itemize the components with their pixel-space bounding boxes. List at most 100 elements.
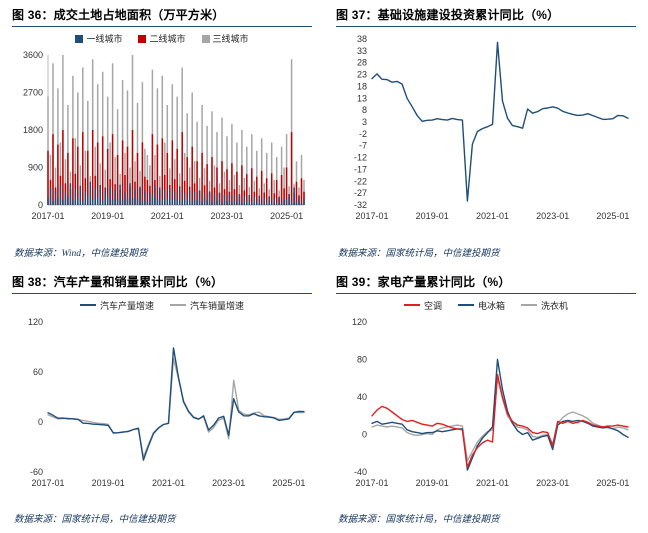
y-tick-label: 38 [357,34,367,44]
series-line-1 [371,358,629,471]
series-line-0 [371,41,629,202]
title-underline [336,26,636,27]
bar-series-1 [47,130,305,205]
x-tick-label: 2021-01 [152,478,185,488]
x-tick-label: 2025-01 [596,478,629,488]
legend-label: 电冰箱 [477,300,505,311]
data-source-note: 数据来源：Wind，中信建投期货 [14,248,148,259]
y-tick-label: -60 [30,467,43,477]
figure-title: 图 37：基础设施建设投资累计同比（%） [336,8,560,22]
infrastructure-investment-line-chart: -32-27-22-17-12-7-2381318232833382017-01… [354,34,629,221]
y-tick-label: 28 [357,58,367,68]
legend-marker [75,34,84,43]
legend-label: 二线城市 [149,34,186,44]
x-tick-label: 2023-01 [210,211,243,221]
y-tick-label: 900 [28,163,43,173]
legend-marker [403,304,420,306]
y-tick-label: 18 [357,81,367,91]
figure-title: 图 38：汽车产量和销量累计同比（%） [12,274,224,289]
legend-marker [170,304,186,306]
x-tick-label: 2021-01 [476,478,509,488]
legend-label: 三线城市 [212,34,249,44]
data-source-note: 数据来源：国家统计局，中信建投期货 [338,248,500,259]
figure-panel-37: 图 37：基础设施建设投资累计同比（%） -32 -27 -22 -17 -12 -7 -2… [324,0,648,267]
legend-label: 一线城市 [86,34,123,44]
x-tick-label: 2025-01 [596,211,629,221]
legend-item: 电冰箱 [457,299,505,312]
y-tick-label: 13 [357,93,367,103]
legend-item: 洗衣机 [521,299,568,312]
figure-title: 图 39：家电产量累计同比（%） [336,274,511,289]
legend-item: 二线城市 [138,32,186,45]
bar-series-0 [47,181,305,205]
figure-panel-39: 图 39：家电产量累计同比（%） 空调 电冰箱 洗衣机 -40 0 40 80 120 201… [324,267,648,533]
y-tick-label: -12 [354,153,367,163]
series-line-0 [371,373,629,468]
x-tick-label: 2025-01 [270,211,303,221]
y-tick-label: 2700 [23,88,43,98]
y-tick-label: -22 [354,176,367,186]
y-tick-label: 23 [357,70,367,80]
legend-item: 汽车销量增速 [170,299,244,312]
x-tick-label: 2025-01 [272,478,305,488]
legend-item: 汽车产量增速 [79,299,154,312]
x-tick-label: 2019-01 [416,478,449,488]
y-tick-label: 3600 [23,50,43,60]
data-source-note: 数据来源：国家统计局，中信建投期货 [338,515,500,525]
y-tick-label: 0 [362,429,367,439]
legend-marker [457,304,474,306]
x-tick-label: 2023-01 [536,478,569,488]
land-area-bar-chart: 0 900 1800 2700 3600 2017-01 2019-01 2021-01 202… [23,50,305,221]
x-tick-label: 2021-01 [151,211,184,221]
y-tick-label: 60 [33,367,43,377]
chart-legend: 一线城市 二线城市 三线城市 [12,32,312,45]
y-tick-label: 8 [362,105,367,115]
title-underline [12,292,312,294]
chart-legend: 空调 电冰箱 洗衣机 [336,299,636,312]
x-tick-label: 2019-01 [416,211,449,221]
legend-label: 汽车产量增速 [99,300,154,311]
y-tick-label: 120 [28,317,43,327]
y-tick-label: 40 [357,392,367,402]
series-line-2 [371,377,629,462]
x-tick-label: 2021-01 [476,211,509,221]
figure-panel-38: 图 38：汽车产量和销量累计同比（%） 汽车产量增速 汽车销量增速 -60 0 60 1… [0,267,324,533]
x-tick-label: 2023-01 [536,211,569,221]
y-tick-label: 120 [352,317,367,327]
auto-production-sales-line-chart: -60 0 60 120 2017-01 2019-01 2021-01 2023-01 202… [28,317,305,488]
y-tick-label: 33 [357,46,367,56]
y-tick-label: -27 [354,188,367,198]
home-appliance-output-line-chart: -40 0 40 80 120 2017-01 2019-01 2021-01 2023-01 2… [352,317,629,488]
figure-title: 图 36：成交土地占地面积（万平方米） [12,8,225,22]
figure-panel-36: 图 36：成交土地占地面积（万平方米） 一线城市 二线城市 三线城市 0 900 180… [0,0,324,267]
legend-marker [521,304,537,306]
x-tick-label: 2017-01 [355,478,388,488]
title-underline [12,26,312,27]
y-tick-label: -32 [354,200,367,210]
x-tick-label: 2023-01 [212,478,245,488]
legend-item: 空调 [403,299,442,312]
title-underline [336,292,636,294]
x-tick-label: 2017-01 [31,211,64,221]
series-line-0 [47,346,305,461]
y-tick-label: 1800 [23,125,43,135]
bar-series-2 [47,55,305,205]
y-tick-label: -40 [354,467,367,477]
legend-item: 三线城市 [201,32,249,45]
data-source-note: 数据来源：国家统计局，中信建投期货 [14,515,176,525]
x-tick-label: 2019-01 [91,211,124,221]
legend-item: 一线城市 [75,32,122,45]
x-tick-label: 2017-01 [355,211,388,221]
legend-marker [201,34,210,43]
y-tick-label: 0 [38,417,43,427]
y-tick-label: 3 [362,117,367,127]
series-line-1 [47,357,305,458]
x-tick-label: 2019-01 [92,478,125,488]
y-tick-label: 80 [357,354,367,364]
chart-legend: 汽车产量增速 汽车销量增速 [12,299,312,312]
legend-label: 空调 [423,300,442,311]
legend-label: 汽车销量增速 [190,300,245,311]
legend-marker [138,34,147,43]
y-tick-label: -17 [354,164,367,174]
